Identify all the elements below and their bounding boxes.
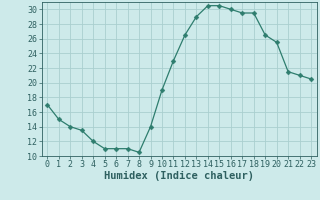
X-axis label: Humidex (Indice chaleur): Humidex (Indice chaleur) [104, 171, 254, 181]
